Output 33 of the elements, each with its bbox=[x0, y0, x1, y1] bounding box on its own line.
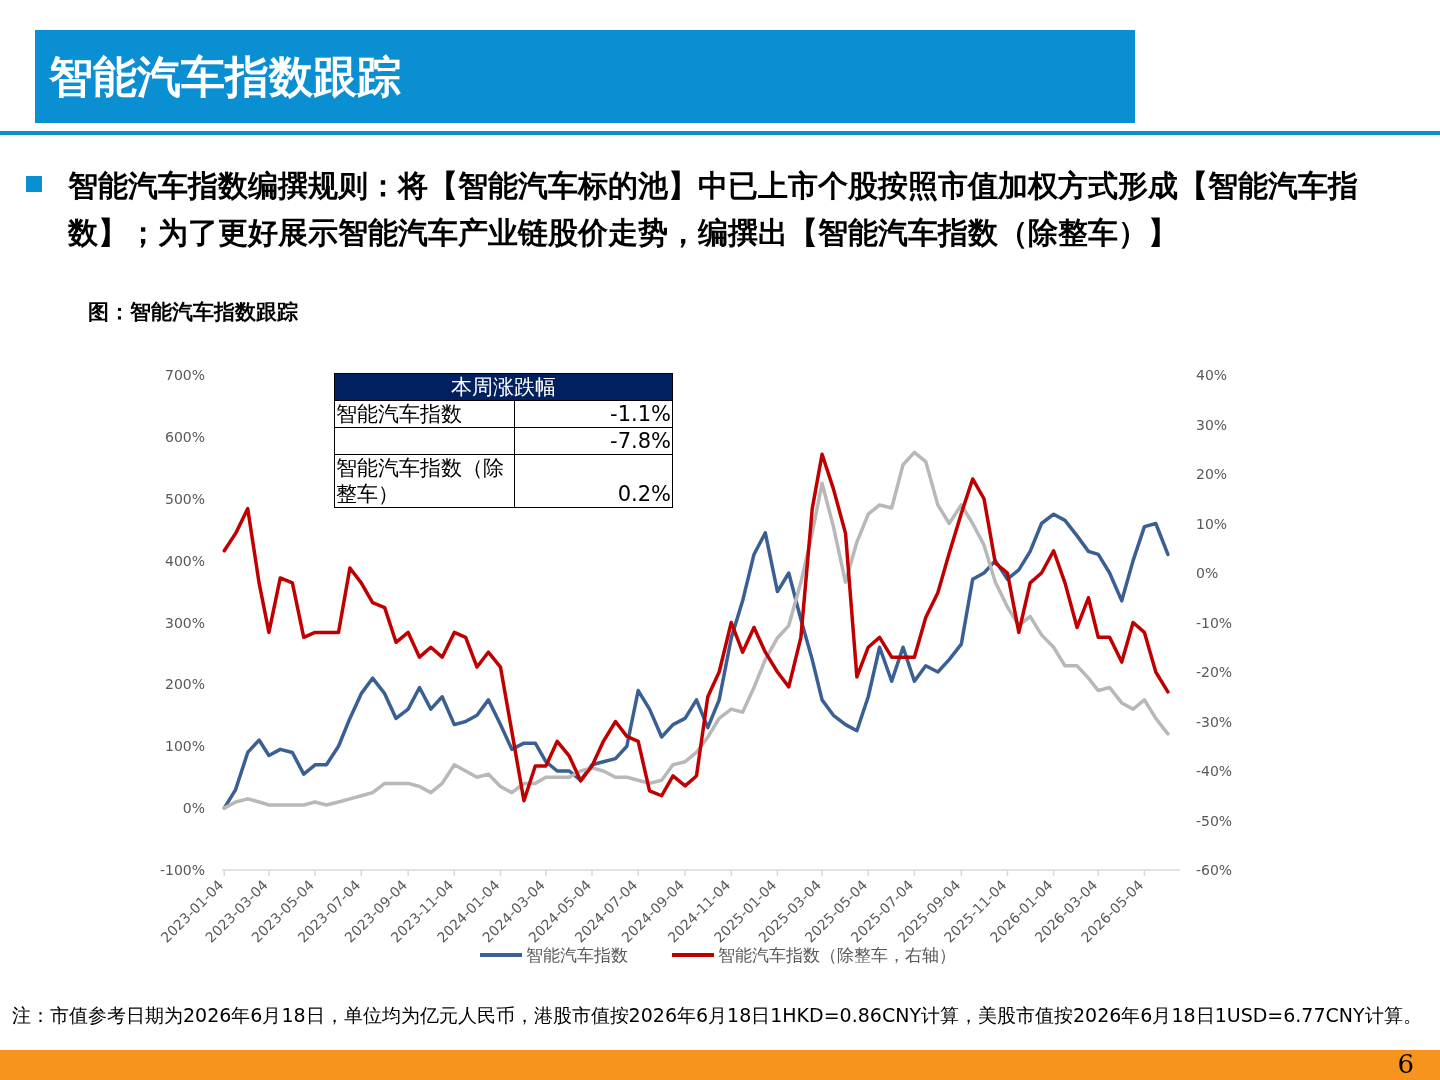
y2-tick-label: -50% bbox=[1196, 812, 1233, 829]
legend-label: 智能汽车指数 bbox=[526, 945, 628, 965]
y-tick-label: 0% bbox=[182, 800, 205, 817]
text: -1.1% bbox=[610, 402, 671, 426]
y-tick-label: 600% bbox=[164, 428, 205, 445]
y2-tick-label: -40% bbox=[1196, 763, 1233, 779]
y2-tick-label: -60% bbox=[1196, 862, 1233, 878]
y2-tick-label: -30% bbox=[1196, 713, 1233, 730]
chart-subtitle: 智能汽车指数编撰规则：将【智能汽车标的池】中已上市个股按照市值加权方式形成【智能汽车指数】；为了更好展示智能汽车产业链股价走势，编撰出【智能汽车指数（除整车）】 bbox=[68, 167, 1359, 252]
y-tick-label: 200% bbox=[164, 676, 205, 693]
y2-tick-label: 30% bbox=[1196, 416, 1228, 433]
text: -7.8% bbox=[610, 429, 671, 453]
text: 注：市值参考日期为2026年6月18日，单位均为亿元人民币，港股市值按2026年6月18日1HKD=0.86CNY计算，美股市值按2026年6月18日1USD=6.77CNY计算。 bbox=[12, 1004, 1422, 1027]
y-tick-label: 300% bbox=[164, 614, 205, 631]
text: 本周涨跌幅 bbox=[334, 373, 673, 401]
y2-tick-label: 20% bbox=[1196, 466, 1228, 482]
y2-tick-label: 40% bbox=[1196, 367, 1228, 383]
y2-tick-label: 0% bbox=[1196, 565, 1219, 581]
text: 0.2% bbox=[617, 482, 671, 506]
y-tick-label: 400% bbox=[164, 552, 205, 569]
y-tick-label: 100% bbox=[164, 738, 205, 755]
y2-tick-label: -10% bbox=[1196, 614, 1233, 631]
category-label: 智能汽车指数 bbox=[334, 400, 515, 428]
y2-tick-label: -20% bbox=[1196, 664, 1233, 680]
y-tick-label: 700% bbox=[164, 367, 205, 383]
y2-tick-label: 10% bbox=[1196, 515, 1228, 532]
category-label: 智能汽车指数（除整车） bbox=[334, 454, 515, 508]
chart-title: 智能汽车指数跟踪 bbox=[49, 50, 401, 104]
y-tick-label: 500% bbox=[164, 490, 205, 507]
text: 图：智能汽车指数跟踪 bbox=[88, 299, 298, 326]
text: 6 bbox=[1397, 1049, 1414, 1079]
legend-label: 智能汽车指数（除整车，右轴） bbox=[718, 945, 956, 965]
y-tick-label: -100% bbox=[159, 862, 205, 878]
